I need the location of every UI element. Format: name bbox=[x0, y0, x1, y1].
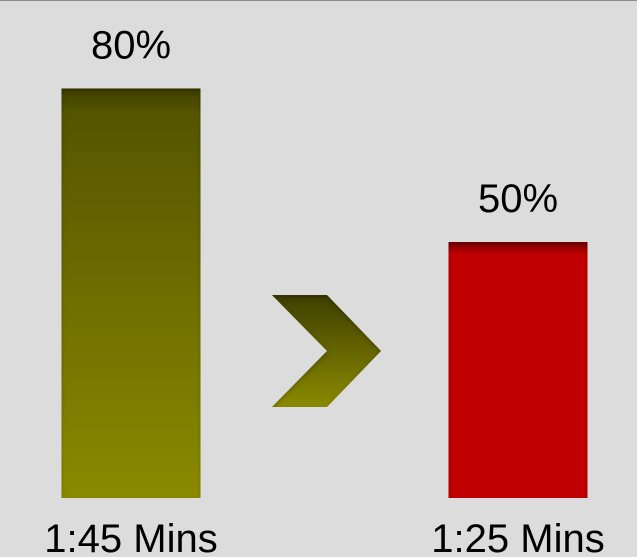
bar-2 bbox=[448, 242, 588, 498]
chevron-right-icon bbox=[272, 295, 381, 407]
labels-group: 80% 1:45 Mins 50% 1:25 Mins bbox=[44, 23, 604, 557]
bars-group bbox=[61, 88, 588, 499]
value-label-2: 50% bbox=[478, 177, 558, 221]
category-label-2: 1:25 Mins bbox=[431, 517, 604, 557]
category-label-1: 1:45 Mins bbox=[44, 517, 217, 557]
value-label-1: 80% bbox=[91, 23, 171, 67]
bar-1 bbox=[61, 88, 201, 499]
